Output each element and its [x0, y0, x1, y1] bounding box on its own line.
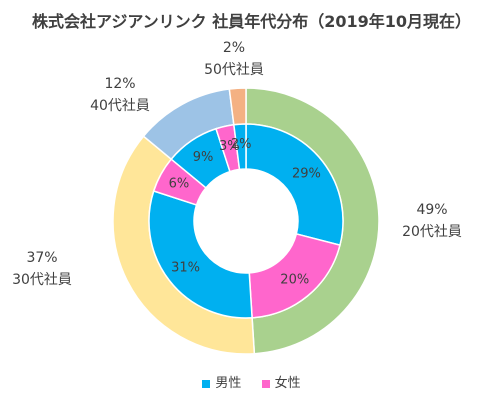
legend-swatch-male — [202, 379, 211, 388]
inner-slice-3 — [148, 190, 253, 319]
outer-category-label-3: 40代社員 — [90, 98, 150, 114]
outer-value-label-4: 2% — [223, 40, 245, 56]
legend-item-male: 男性 — [202, 372, 241, 391]
inner-ring — [148, 123, 344, 319]
inner-value-label-1: 29% — [292, 167, 321, 182]
inner-value-label-4: 6% — [169, 177, 190, 192]
legend-swatch-female — [261, 379, 270, 388]
inner-value-label-2: 20% — [280, 272, 309, 287]
outer-value-label-1: 49% — [416, 202, 447, 218]
inner-value-label-7: 2% — [231, 137, 252, 152]
outer-value-label-2: 37% — [26, 250, 57, 266]
outer-category-label-2: 30代社員 — [12, 272, 72, 288]
chart-title: 株式会社アジアンリンク 社員年代分布（2019年10月現在） — [31, 12, 472, 31]
legend-label-male: 男性 — [215, 376, 242, 391]
outer-value-label-3: 12% — [104, 76, 135, 92]
data-labels: 29%20%31%6%9%3%2%49%20代社員37%30代社員12%40代社… — [12, 40, 462, 288]
legend: 男性 女性 — [0, 372, 503, 391]
outer-category-label-4: 50代社員 — [204, 62, 264, 78]
inner-slice-1 — [245, 123, 344, 247]
inner-value-label-5: 9% — [193, 150, 214, 165]
inner-value-label-6: 3% — [219, 139, 240, 154]
inner-value-label-3: 31% — [171, 260, 200, 275]
outer-category-label-1: 20代社員 — [402, 224, 462, 240]
inner-slice-7 — [233, 123, 247, 171]
legend-label-female: 女性 — [274, 376, 301, 391]
legend-item-female: 女性 — [261, 372, 301, 391]
